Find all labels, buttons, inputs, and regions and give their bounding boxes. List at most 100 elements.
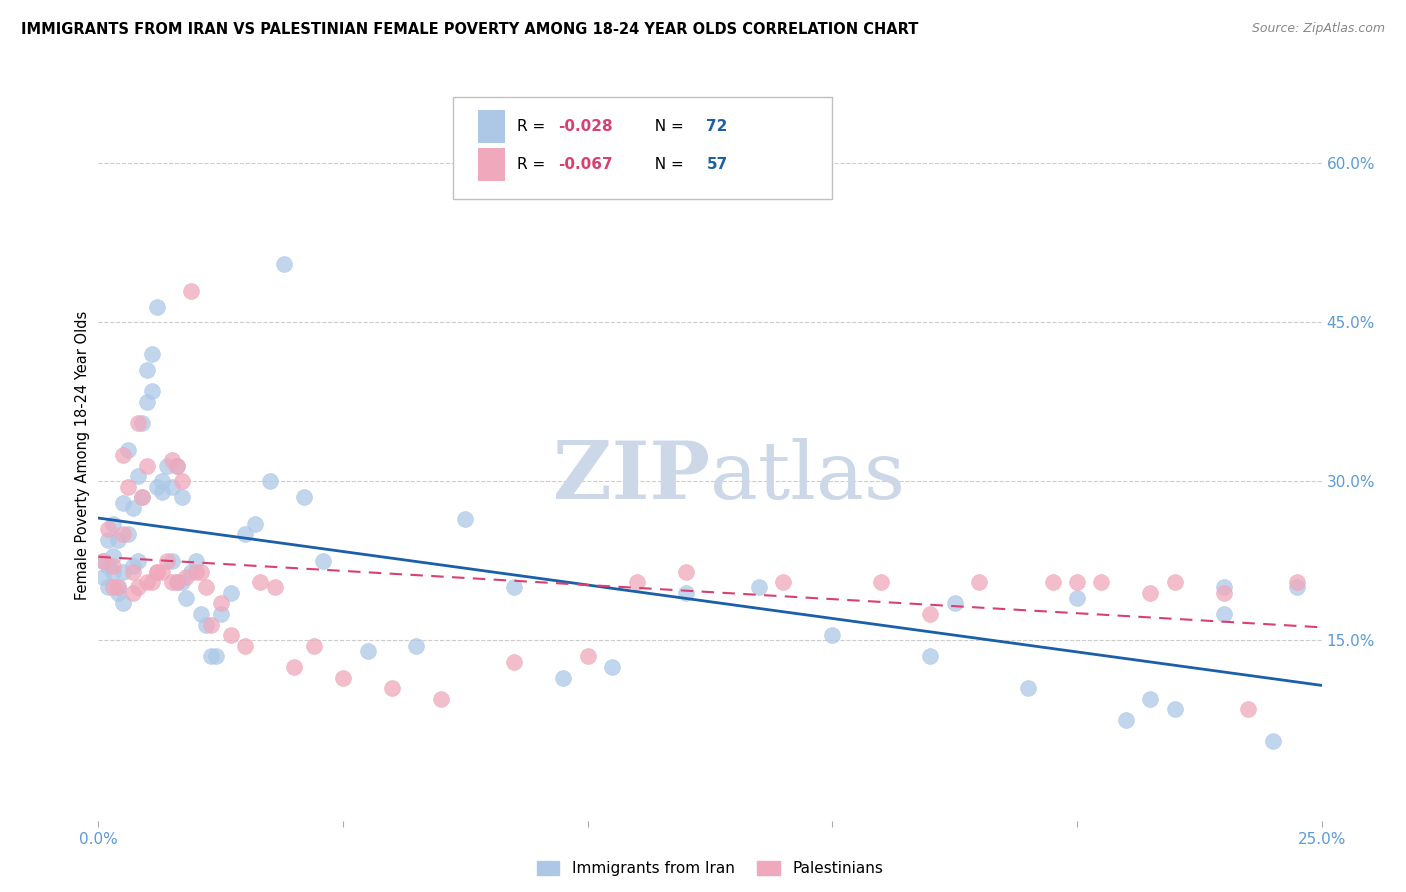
Point	[1164, 702, 1187, 716]
Text: atlas: atlas	[710, 438, 905, 516]
Point	[141, 384, 163, 399]
Point	[180, 565, 202, 579]
Point	[1139, 585, 1161, 599]
Point	[600, 660, 623, 674]
Point	[97, 522, 120, 536]
Point	[870, 575, 893, 590]
Point	[273, 257, 295, 271]
Point	[97, 533, 120, 547]
Point	[97, 581, 120, 595]
Point	[576, 649, 599, 664]
Point	[920, 649, 942, 664]
Text: N =: N =	[645, 157, 689, 171]
Point	[111, 448, 134, 462]
Point	[176, 591, 198, 605]
FancyBboxPatch shape	[478, 148, 505, 180]
Point	[259, 475, 281, 489]
Point	[503, 581, 526, 595]
FancyBboxPatch shape	[453, 96, 832, 199]
Point	[405, 639, 427, 653]
Point	[146, 300, 169, 314]
Point	[200, 617, 222, 632]
Point	[170, 491, 193, 505]
Point	[107, 533, 129, 547]
Text: 72: 72	[706, 119, 728, 134]
Point	[1139, 691, 1161, 706]
Point	[166, 458, 188, 473]
Point	[180, 284, 202, 298]
Point	[166, 458, 188, 473]
Point	[195, 581, 218, 595]
Point	[101, 549, 124, 563]
Point	[243, 516, 266, 531]
Point	[748, 581, 770, 595]
Point	[1286, 575, 1309, 590]
Text: R =: R =	[517, 157, 550, 171]
Point	[121, 559, 143, 574]
Point	[186, 554, 208, 568]
Point	[219, 628, 242, 642]
Text: IMMIGRANTS FROM IRAN VS PALESTINIAN FEMALE POVERTY AMONG 18-24 YEAR OLDS CORRELA: IMMIGRANTS FROM IRAN VS PALESTINIAN FEMA…	[21, 22, 918, 37]
Point	[156, 554, 179, 568]
Point	[170, 475, 193, 489]
Point	[176, 570, 198, 584]
Point	[160, 453, 183, 467]
Point	[150, 475, 173, 489]
Legend: Immigrants from Iran, Palestinians: Immigrants from Iran, Palestinians	[530, 855, 890, 882]
Point	[209, 607, 232, 621]
Point	[1212, 607, 1234, 621]
Point	[101, 516, 124, 531]
Point	[127, 416, 149, 430]
Point	[626, 575, 648, 590]
Point	[1017, 681, 1039, 695]
Point	[283, 660, 305, 674]
Point	[1042, 575, 1064, 590]
Point	[1212, 585, 1234, 599]
Point	[675, 565, 697, 579]
Point	[332, 671, 354, 685]
Point	[141, 575, 163, 590]
Point	[503, 655, 526, 669]
Point	[107, 581, 129, 595]
Point	[121, 500, 143, 515]
Point	[111, 565, 134, 579]
Point	[146, 480, 169, 494]
Point	[91, 570, 114, 584]
Point	[454, 511, 477, 525]
FancyBboxPatch shape	[478, 110, 505, 143]
Point	[233, 639, 256, 653]
Point	[131, 491, 153, 505]
Point	[219, 585, 242, 599]
Point	[117, 480, 139, 494]
Point	[136, 458, 159, 473]
Point	[136, 575, 159, 590]
Point	[772, 575, 794, 590]
Point	[1066, 591, 1088, 605]
Point	[200, 649, 222, 664]
Point	[127, 581, 149, 595]
Point	[205, 649, 228, 664]
Point	[190, 565, 212, 579]
Point	[292, 491, 315, 505]
Point	[160, 554, 183, 568]
Point	[160, 480, 183, 494]
Point	[190, 607, 212, 621]
Point	[1066, 575, 1088, 590]
Text: N =: N =	[645, 119, 689, 134]
Point	[146, 565, 169, 579]
Point	[150, 565, 173, 579]
Point	[111, 596, 134, 610]
Text: -0.067: -0.067	[558, 157, 613, 171]
Point	[150, 485, 173, 500]
Point	[967, 575, 990, 590]
Text: 57: 57	[706, 157, 728, 171]
Point	[136, 395, 159, 409]
Point	[97, 559, 120, 574]
Point	[91, 554, 114, 568]
Point	[1090, 575, 1112, 590]
Point	[141, 347, 163, 361]
Point	[107, 585, 129, 599]
Point	[312, 554, 335, 568]
Text: ZIP: ZIP	[553, 438, 710, 516]
Y-axis label: Female Poverty Among 18-24 Year Olds: Female Poverty Among 18-24 Year Olds	[75, 310, 90, 599]
